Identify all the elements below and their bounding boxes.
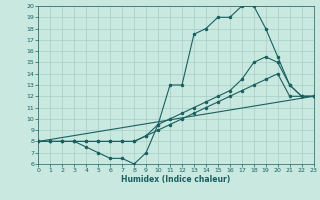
X-axis label: Humidex (Indice chaleur): Humidex (Indice chaleur) bbox=[121, 175, 231, 184]
